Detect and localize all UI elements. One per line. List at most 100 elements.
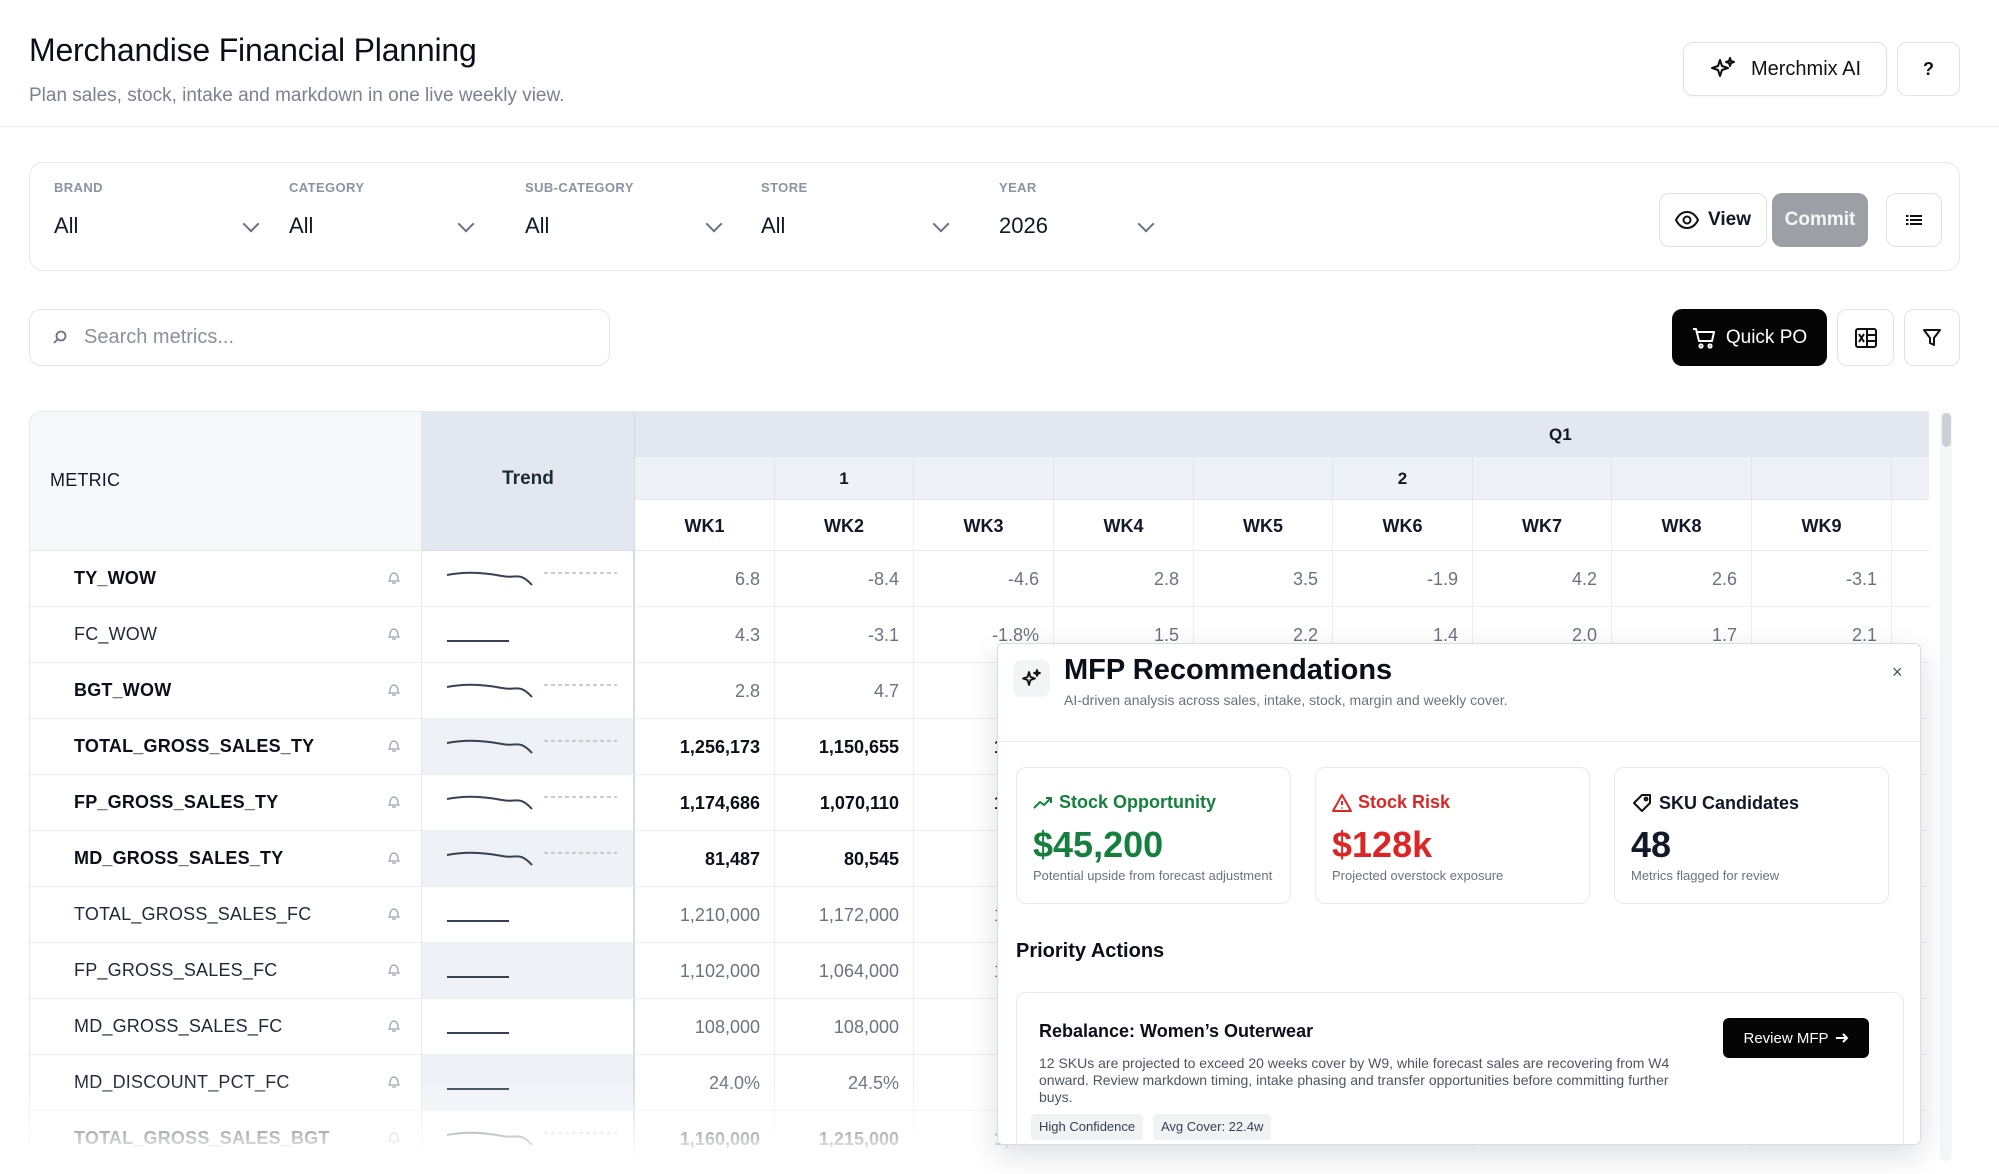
metric-info-icon[interactable] [387, 1075, 401, 1089]
kpi-value: $128k [1332, 824, 1433, 865]
sub-category-filter-value: All [525, 213, 550, 238]
kpi-sku-candidates[interactable]: SKU Candidates 48 Metrics flagged for re… [1614, 767, 1889, 904]
metric-info-icon[interactable] [387, 627, 401, 641]
trend-sparkline [422, 943, 635, 998]
export-excel-button[interactable] [1837, 309, 1894, 366]
commit-button[interactable]: Commit [1772, 193, 1868, 247]
value-cell[interactable]: 81,487 [635, 831, 775, 886]
kpi-note: Projected overstock exposure [1332, 868, 1504, 883]
trending-up-icon [1033, 796, 1052, 809]
value-cell[interactable]: -4.6 [914, 551, 1054, 606]
value-cell[interactable]: -3.1 [775, 607, 914, 662]
quarter-header: Q1 [635, 412, 1929, 456]
view-button[interactable]: View [1659, 193, 1767, 247]
avg-cover-tag: Avg Cover: 22.4w [1153, 1114, 1272, 1140]
column-settings-button[interactable] [1886, 193, 1942, 247]
metric-name: MD_GROSS_SALES_FC [74, 1016, 283, 1036]
value-cell[interactable]: 1,150,655 [775, 719, 914, 774]
value-cell[interactable]: 4.7 [775, 663, 914, 718]
value-cell[interactable]: 1.5 [1054, 607, 1194, 662]
category-filter-label: CATEGORY [289, 180, 365, 195]
value-cell[interactable]: 3.5 [1194, 551, 1333, 606]
quick-po-button[interactable]: Quick PO [1672, 309, 1827, 366]
value-cell[interactable]: 1.7 [1612, 607, 1752, 662]
metric-info-icon[interactable] [387, 683, 401, 697]
week-header[interactable]: WK7 [1473, 500, 1612, 552]
week-header-row: WK1 WK2 WK3 WK4 WK5 WK6 WK7 WK8 WK9 [635, 499, 1929, 552]
sub-category-filter[interactable]: SUB-CATEGORY All [525, 163, 745, 270]
panel-title: MFP Recommendations [1064, 654, 1393, 686]
metric-info-icon[interactable] [387, 739, 401, 753]
week-header[interactable]: WK6 [1333, 500, 1473, 552]
value-cell[interactable]: 1.4 [1333, 607, 1473, 662]
year-filter-value: 2026 [999, 213, 1048, 238]
value-cell[interactable]: 80,545 [775, 831, 914, 886]
filter-button[interactable] [1904, 309, 1960, 366]
value-cell[interactable]: 24.0% [635, 1055, 775, 1110]
week-header[interactable]: WK2 [775, 500, 914, 552]
week-header[interactable]: WK5 [1194, 500, 1333, 552]
value-cell[interactable]: 1,210,000 [635, 887, 775, 942]
category-filter[interactable]: CATEGORY All [289, 163, 489, 270]
value-cell[interactable]: -1.9 [1333, 551, 1473, 606]
view-button-label: View [1708, 209, 1751, 230]
value-cell[interactable]: 2.1 [1752, 607, 1892, 662]
eye-icon [1675, 211, 1700, 229]
scrollbar-thumb[interactable] [1942, 413, 1951, 447]
value-cell[interactable]: 1,160,000 [635, 1111, 775, 1160]
trend-sparkline [422, 831, 635, 886]
value-cell[interactable]: 1,215,000 [775, 1111, 914, 1160]
action-title: Rebalance: Women’s Outerwear [1039, 1021, 1314, 1041]
metric-info-icon[interactable] [387, 1131, 401, 1145]
table-scrollbar[interactable] [1940, 411, 1952, 1161]
store-filter[interactable]: STORE All [761, 163, 961, 270]
store-filter-value: All [761, 213, 786, 238]
value-cell[interactable]: 2.8 [1054, 551, 1194, 606]
value-cell[interactable]: 1,256,173 [635, 719, 775, 774]
week-header[interactable]: WK8 [1612, 500, 1752, 552]
chevron-down-icon [457, 215, 475, 233]
week-header[interactable]: WK4 [1054, 500, 1194, 552]
value-cell[interactable]: -1.8% [914, 607, 1054, 662]
value-cell[interactable]: 2.0 [1473, 607, 1612, 662]
value-cell[interactable]: 2.8 [635, 663, 775, 718]
value-cell[interactable]: 108,000 [635, 999, 775, 1054]
metric-info-icon[interactable] [387, 795, 401, 809]
brand-filter[interactable]: BRAND All [54, 163, 260, 270]
value-cell[interactable]: 1,064,000 [775, 943, 914, 998]
value-cell[interactable]: 1,172,000 [775, 887, 914, 942]
metric-info-icon[interactable] [387, 851, 401, 865]
merchmix-ai-button[interactable]: Merchmix AI [1683, 42, 1887, 96]
value-cell[interactable]: 6.8 [635, 551, 775, 606]
value-cell[interactable]: 2.6 [1612, 551, 1752, 606]
metric-info-icon[interactable] [387, 1019, 401, 1033]
tag-icon [1633, 794, 1651, 812]
value-cell[interactable]: 1,174,686 [635, 775, 775, 830]
week-header[interactable]: WK9 [1752, 500, 1892, 552]
kpi-stock-risk[interactable]: Stock Risk $128k Projected overstock exp… [1315, 767, 1590, 904]
value-cell[interactable]: 4.2 [1473, 551, 1612, 606]
metric-info-icon[interactable] [387, 571, 401, 585]
close-icon[interactable]: × [1892, 662, 1903, 682]
help-button[interactable]: ? [1897, 42, 1960, 96]
kpi-stock-opportunity[interactable]: Stock Opportunity $45,200 Potential upsi… [1016, 767, 1291, 904]
metric-info-icon[interactable] [387, 907, 401, 921]
value-cell[interactable]: 4.3 [635, 607, 775, 662]
week-header[interactable]: WK3 [914, 500, 1054, 552]
value-cell[interactable]: 108,000 [775, 999, 914, 1054]
trend-sparkline [422, 999, 635, 1054]
review-mfp-button[interactable]: Review MFP [1723, 1018, 1869, 1058]
month-1-header: 1 [775, 457, 914, 500]
value-cell[interactable]: 1,070,110 [775, 775, 914, 830]
value-cell[interactable]: 2.2 [1194, 607, 1333, 662]
page-title: Merchandise Financial Planning [29, 32, 477, 68]
value-cell[interactable]: 24.5% [775, 1055, 914, 1110]
week-header[interactable]: WK1 [635, 500, 775, 552]
search-input[interactable] [84, 310, 584, 365]
value-cell[interactable]: 1,102,000 [635, 943, 775, 998]
value-cell[interactable]: -3.1 [1752, 551, 1892, 606]
metric-info-icon[interactable] [387, 963, 401, 977]
year-filter[interactable]: YEAR 2026 [999, 163, 1199, 270]
table-row[interactable]: TY_WOW 6.8 -8.4 -4.6 2.8 3.5 -1.9 4.2 2.6 -3.1 [30, 551, 1929, 607]
value-cell[interactable]: -8.4 [775, 551, 914, 606]
